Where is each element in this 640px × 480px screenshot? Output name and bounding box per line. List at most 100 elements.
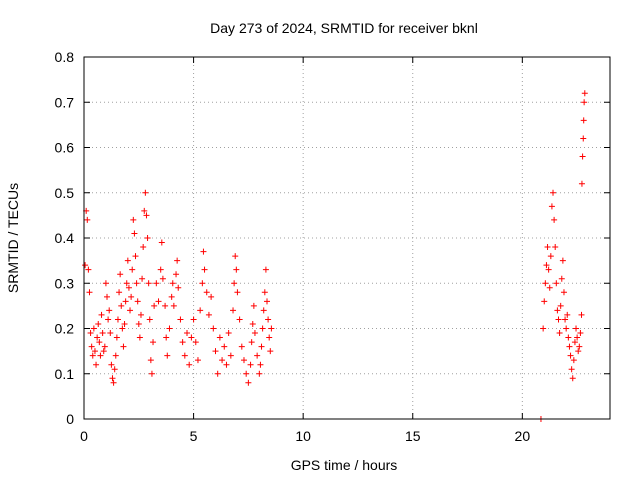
data-point: [106, 307, 113, 314]
data-point: [553, 280, 560, 287]
data-point: [146, 316, 153, 323]
data-point: [259, 325, 266, 332]
data-point: [575, 348, 582, 355]
data-point: [170, 302, 177, 309]
data-point: [117, 271, 124, 278]
data-point: [130, 216, 137, 223]
data-point: [175, 284, 182, 291]
data-point: [108, 361, 115, 368]
data-point: [234, 289, 241, 296]
data-point: [545, 266, 552, 273]
data-point: [199, 280, 206, 287]
data-points: [82, 90, 588, 422]
data-point: [169, 280, 176, 287]
data-point: [552, 244, 559, 251]
data-point: [129, 266, 136, 273]
data-point: [188, 334, 195, 341]
data-point: [562, 316, 569, 323]
data-point: [148, 370, 155, 377]
data-point: [581, 90, 588, 97]
data-point: [219, 357, 226, 364]
data-point: [236, 316, 243, 323]
data-point: [262, 266, 269, 273]
data-point: [578, 311, 585, 318]
data-point: [238, 343, 245, 350]
axis-ticks: 0 0.1 0.2 0.3 0.4 0.5 0.6 0.7 0.8 0 5 10 15 20: [55, 49, 610, 444]
data-point: [261, 289, 268, 296]
data-point: [121, 320, 128, 327]
data-point: [173, 271, 180, 278]
data-point: [90, 325, 97, 332]
data-point: [563, 325, 570, 332]
data-point: [558, 275, 565, 282]
data-point: [573, 325, 580, 332]
data-point: [543, 262, 550, 269]
data-point: [570, 357, 577, 364]
data-point: [210, 325, 217, 332]
data-point: [112, 352, 119, 359]
data-point: [133, 280, 140, 287]
data-point: [109, 375, 116, 382]
data-point: [556, 330, 563, 337]
data-point: [225, 330, 232, 337]
data-point: [113, 334, 120, 341]
data-point: [111, 366, 118, 373]
data-point: [212, 348, 219, 355]
data-point: [119, 325, 126, 332]
data-point: [565, 334, 572, 341]
data-point: [190, 316, 197, 323]
data-point: [192, 339, 199, 346]
data-point: [158, 239, 165, 246]
data-point: [82, 262, 89, 269]
data-point: [114, 316, 121, 323]
plot-frame: [83, 56, 611, 420]
data-point: [177, 316, 184, 323]
data-point: [576, 343, 583, 350]
data-point: [267, 348, 274, 355]
y-tick-label: 0.7: [55, 94, 75, 110]
data-point: [208, 293, 215, 300]
data-point: [143, 212, 150, 219]
y-axis-label: SRMTID / TECUs: [5, 183, 21, 293]
data-point: [150, 339, 157, 346]
data-point: [164, 352, 171, 359]
data-point: [159, 275, 166, 282]
data-point: [541, 298, 548, 305]
data-point: [140, 244, 147, 251]
data-point: [197, 307, 204, 314]
data-point: [162, 302, 169, 309]
data-point: [91, 348, 98, 355]
data-point: [544, 244, 551, 251]
y-tick-label: 0.4: [55, 230, 75, 246]
data-point: [144, 235, 151, 241]
data-point: [240, 357, 247, 364]
data-point: [147, 357, 154, 364]
data-point: [243, 370, 250, 377]
data-point: [250, 302, 257, 309]
data-point: [560, 289, 567, 296]
data-point: [174, 257, 181, 264]
data-point: [248, 339, 255, 346]
data-point: [118, 302, 125, 309]
data-point: [221, 343, 228, 350]
data-point: [98, 311, 105, 318]
data-point: [550, 189, 557, 196]
data-point: [548, 203, 555, 210]
data-point: [85, 266, 92, 273]
data-point: [233, 266, 240, 273]
data-point: [131, 230, 138, 237]
x-tick-label: 15: [405, 428, 421, 444]
data-point: [260, 307, 267, 314]
data-point: [264, 298, 271, 305]
data-point: [116, 289, 123, 296]
data-point: [551, 216, 558, 223]
data-point: [251, 330, 258, 337]
data-point: [124, 257, 131, 264]
data-point: [87, 330, 94, 337]
y-tick-label: 0.8: [55, 49, 75, 65]
data-point: [557, 302, 564, 309]
data-point: [542, 280, 549, 287]
data-point: [163, 334, 170, 341]
data-point: [128, 293, 135, 300]
